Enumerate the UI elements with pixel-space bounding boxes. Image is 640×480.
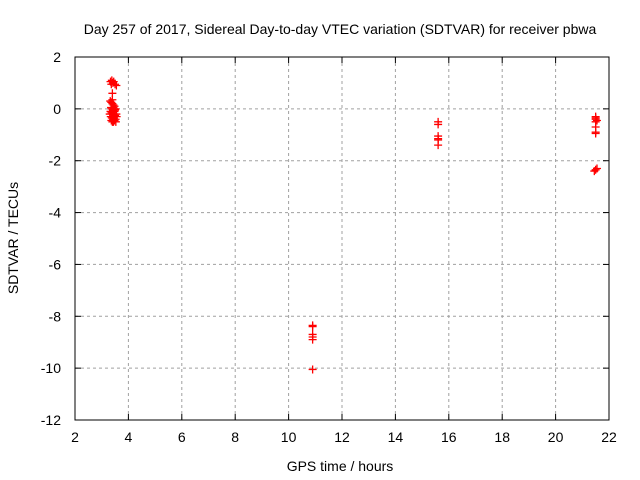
data-point — [111, 104, 120, 113]
y-tick-label: -6 — [49, 256, 62, 272]
data-point — [308, 322, 317, 331]
data-point — [105, 110, 114, 119]
y-tick-label: -4 — [49, 205, 62, 221]
data-point — [434, 141, 443, 150]
data-point — [592, 116, 601, 125]
y-tick-label: -10 — [41, 360, 61, 376]
data-point — [308, 365, 317, 374]
plot-frame — [74, 56, 610, 421]
x-tick-label: 20 — [548, 429, 564, 445]
data-point — [111, 117, 120, 126]
data-point — [434, 120, 443, 129]
x-axis-label: GPS time / hours — [287, 458, 394, 474]
data-point — [591, 129, 600, 138]
x-tick-label: 2 — [71, 429, 79, 445]
x-tick-label: 10 — [281, 429, 297, 445]
x-tick-label: 14 — [388, 429, 404, 445]
chart-title: Day 257 of 2017, Sidereal Day-to-day VTE… — [84, 21, 597, 37]
data-point — [591, 165, 600, 174]
data-point — [592, 164, 601, 173]
y-tick-label: 0 — [53, 101, 61, 117]
x-tick-label: 22 — [601, 429, 617, 445]
data-point — [308, 335, 317, 344]
y-axis-label: SDTVAR / TECUs — [5, 182, 21, 294]
y-tick-label: -2 — [49, 153, 62, 169]
x-tick-label: 6 — [178, 429, 186, 445]
x-tick-label: 18 — [494, 429, 510, 445]
y-tick-label: -12 — [41, 412, 61, 428]
data-point — [112, 81, 121, 90]
x-tick-label: 4 — [125, 429, 133, 445]
y-tick-label: 2 — [53, 49, 61, 65]
x-tick-label: 8 — [231, 429, 239, 445]
data-point — [107, 80, 116, 89]
data-point — [110, 116, 119, 125]
y-tick-label: -8 — [49, 308, 62, 324]
x-tick-label: 16 — [441, 429, 457, 445]
x-tick-label: 12 — [334, 429, 350, 445]
